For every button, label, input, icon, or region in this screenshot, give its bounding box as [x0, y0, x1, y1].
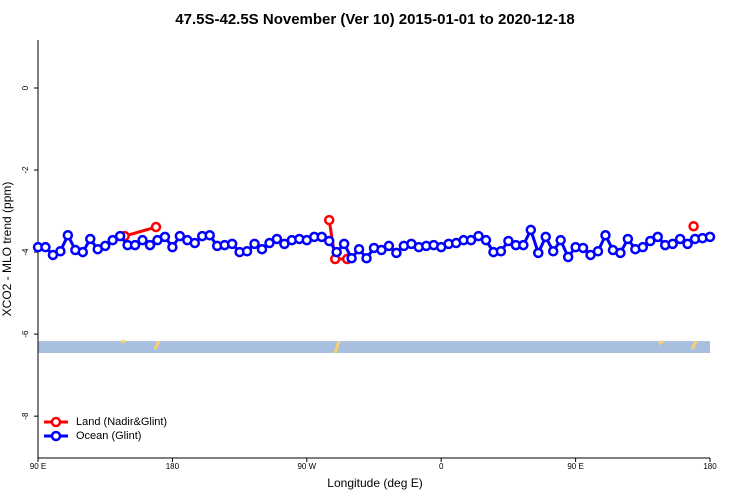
data-point [592, 246, 604, 257]
data-point [167, 241, 178, 253]
data-point [688, 220, 699, 232]
data-point [353, 243, 365, 255]
data-point [645, 235, 656, 247]
x-tick-label: 90 E [30, 462, 46, 471]
data-point [99, 240, 111, 252]
data-point [361, 252, 372, 264]
y-tick-label: -8 [21, 412, 30, 420]
legend-marker [50, 430, 62, 442]
legend-label: Land (Nadir&Glint) [76, 416, 167, 428]
y-tick-label: -4 [21, 248, 30, 256]
data-point [40, 241, 51, 253]
data-point [615, 247, 626, 259]
data-point [383, 240, 395, 252]
data-point [562, 251, 574, 263]
x-tick-label: 90 E [567, 462, 583, 471]
data-point [271, 233, 283, 245]
data-point [667, 238, 678, 250]
data-point [256, 243, 268, 255]
data-point [85, 233, 96, 245]
data-point [114, 230, 126, 242]
data-point [264, 237, 275, 249]
data-point [107, 234, 118, 246]
data-point [525, 224, 537, 236]
data-point [338, 238, 350, 250]
land-mask-mark [690, 340, 698, 350]
data-point [555, 234, 566, 246]
data-point [331, 246, 342, 258]
land-mask-mark [120, 339, 126, 344]
data-point [249, 238, 260, 250]
data-point [189, 237, 201, 249]
data-point [77, 246, 89, 258]
data-point [150, 221, 162, 233]
legend-marker [50, 416, 62, 428]
data-point [652, 231, 663, 243]
data-point [674, 233, 686, 245]
land-mask-mark [333, 340, 341, 354]
data-point [376, 244, 387, 256]
x-axis-label: Longitude (deg E) [327, 476, 422, 490]
land-mask-band [38, 341, 710, 353]
x-tick-label: 180 [166, 462, 180, 471]
chart-title: 47.5S-42.5S November (Ver 10) 2015-01-01… [175, 11, 574, 28]
data-point [174, 230, 186, 242]
data-point [480, 234, 492, 246]
x-tick-label: 0 [439, 462, 444, 471]
data-point [226, 238, 238, 250]
data-point [391, 247, 402, 259]
data-point [204, 230, 215, 241]
land-mask-mark [658, 339, 664, 346]
x-tick-label: 180 [703, 462, 717, 471]
data-point [704, 231, 716, 243]
data-point [637, 241, 649, 253]
data-point [547, 246, 559, 257]
data-point [600, 230, 611, 241]
data-point [533, 247, 544, 259]
data-point [159, 231, 171, 243]
data-point [55, 246, 66, 257]
data-point [62, 230, 74, 241]
x-tick-label: 90 W [297, 462, 316, 471]
data-point [323, 214, 335, 226]
y-axis-label: XCO2 - MLO trend (ppm) [0, 182, 14, 317]
data-point [144, 239, 156, 251]
data-point [473, 230, 484, 242]
land-mask-mark [153, 340, 161, 350]
data-point [682, 238, 693, 250]
y-tick-label: -2 [21, 166, 30, 174]
data-point [518, 239, 529, 251]
data-point [540, 231, 551, 243]
data-point [577, 242, 589, 254]
data-point [241, 246, 253, 257]
data-point [503, 235, 514, 247]
legend-label: Ocean (Glint) [76, 430, 141, 442]
y-tick-label: -6 [21, 330, 30, 338]
data-point [495, 246, 507, 257]
data-point [465, 234, 477, 246]
data-point [137, 234, 148, 246]
data-point [622, 233, 634, 245]
y-tick-label: 0 [21, 85, 30, 90]
data-point [323, 235, 335, 247]
data-point [346, 252, 357, 264]
data-point [129, 239, 141, 251]
data-point [316, 231, 327, 243]
